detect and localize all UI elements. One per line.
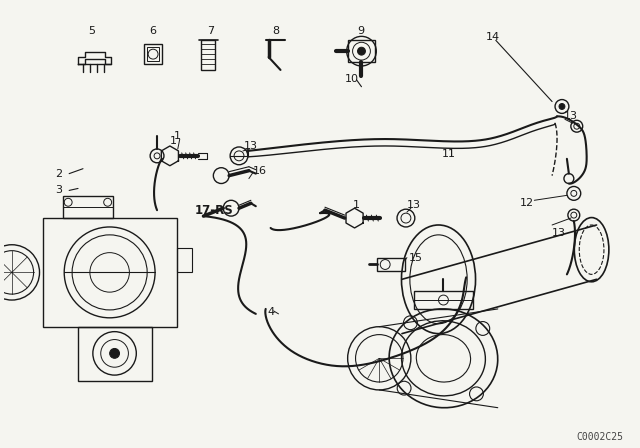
Text: 17-RS: 17-RS: [195, 204, 234, 217]
Bar: [63, 196, 113, 218]
Text: 15: 15: [409, 253, 423, 263]
Text: 8: 8: [273, 26, 280, 36]
Bar: [202, 40, 215, 70]
Text: 10: 10: [345, 74, 358, 84]
Text: 5: 5: [88, 26, 95, 36]
Circle shape: [109, 349, 120, 358]
Text: 3: 3: [55, 185, 62, 195]
Bar: [414, 291, 473, 309]
Text: 13: 13: [407, 200, 421, 210]
Circle shape: [358, 47, 365, 55]
Text: 1: 1: [353, 200, 360, 210]
Circle shape: [559, 103, 565, 109]
Text: 13: 13: [244, 141, 258, 151]
Text: 11: 11: [442, 149, 456, 159]
Bar: [378, 258, 405, 271]
Bar: [78, 327, 152, 381]
Text: C0002C25: C0002C25: [577, 432, 624, 442]
Text: 1: 1: [170, 136, 177, 146]
Text: 9: 9: [358, 26, 365, 36]
Bar: [348, 40, 375, 62]
Text: 1: 1: [174, 131, 181, 141]
Text: 13: 13: [552, 228, 566, 238]
Bar: [144, 44, 162, 64]
Bar: [44, 218, 177, 327]
Text: 2: 2: [55, 169, 63, 179]
Text: 4: 4: [268, 307, 275, 317]
Text: 12: 12: [520, 198, 534, 208]
Bar: [147, 47, 159, 61]
Text: 13: 13: [564, 112, 578, 121]
Text: 7: 7: [207, 26, 214, 36]
Text: 14: 14: [486, 32, 500, 43]
Text: 16: 16: [253, 166, 267, 176]
Bar: [177, 248, 191, 272]
Text: 6: 6: [149, 26, 156, 36]
